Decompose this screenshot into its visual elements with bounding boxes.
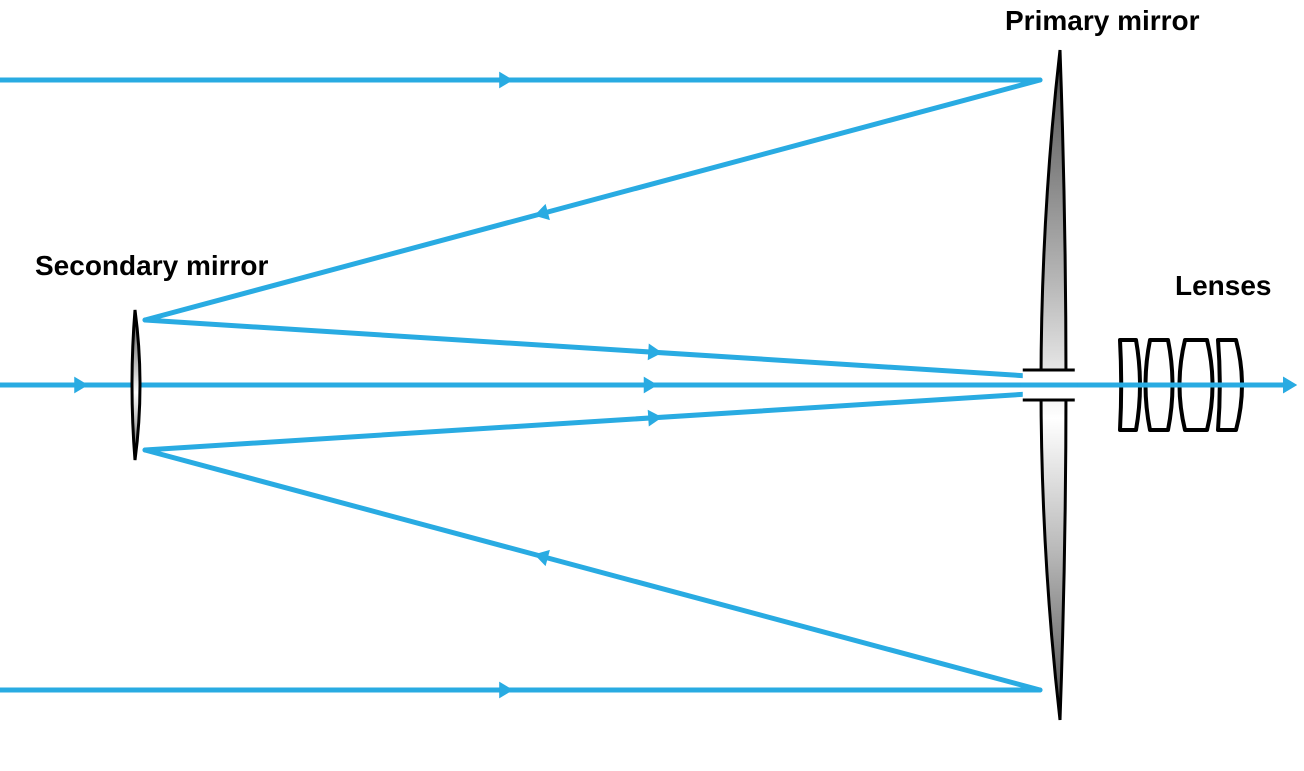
label-lenses: Lenses [1175,270,1272,301]
arrow-incoming-top [499,72,513,89]
arrow-s2h-bottom [648,410,663,427]
secondary-mirror [132,310,140,460]
arrow-incoming-center [74,377,88,394]
ray-primary-to-secondary-top [145,80,1040,320]
arrow-s2h-top [648,344,663,361]
arrow-through-lenses-overlay [1283,377,1297,394]
arrow-p2s-top [534,204,550,220]
ray-secondary-to-hole-bottom [145,392,1060,450]
arrow-s2h-center [644,377,658,394]
ray-primary-to-secondary-bottom [145,450,1040,690]
arrow-incoming-bottom [499,682,513,699]
label-primary-mirror: Primary mirror [1005,5,1200,36]
ray-secondary-to-hole-top [145,320,1060,378]
arrow-p2s-bottom [534,550,550,566]
label-secondary-mirror: Secondary mirror [35,250,269,281]
